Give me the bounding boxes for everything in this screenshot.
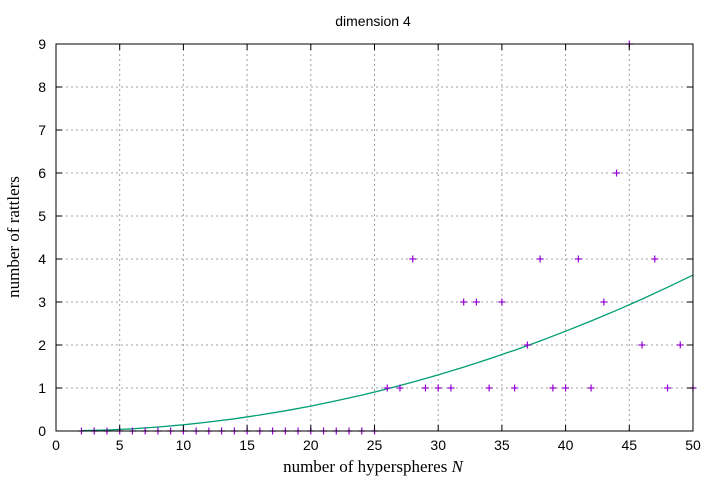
data-point xyxy=(498,298,506,306)
y-tick-label: 0 xyxy=(38,423,46,439)
x-tick-labels: 0 5 10 15 20 25 30 35 40 45 50 xyxy=(52,437,701,453)
data-point xyxy=(485,384,493,392)
x-tick-label: 45 xyxy=(622,437,638,453)
data-point xyxy=(523,341,531,349)
data-point xyxy=(472,298,480,306)
x-tick-label: 30 xyxy=(430,437,446,453)
data-point xyxy=(409,255,417,263)
data-point xyxy=(613,169,621,177)
plot-frame xyxy=(55,43,694,432)
y-axis-label: number of rattlers xyxy=(4,176,23,298)
y-tick-label: 3 xyxy=(38,294,46,310)
y-tick-label: 9 xyxy=(38,36,46,52)
chart-title: dimension 4 xyxy=(335,13,411,29)
data-point xyxy=(587,384,595,392)
y-tick-label: 7 xyxy=(38,122,46,138)
data-point xyxy=(536,255,544,263)
x-tick-label: 40 xyxy=(558,437,574,453)
data-point xyxy=(651,255,659,263)
y-tick-label: 1 xyxy=(38,380,46,396)
tick-layer xyxy=(55,43,694,432)
x-tick-label: 25 xyxy=(367,437,383,453)
data-point xyxy=(460,298,468,306)
x-tick-label: 35 xyxy=(494,437,510,453)
x-tick-label: 5 xyxy=(116,437,124,453)
x-tick-label: 15 xyxy=(239,437,255,453)
data-point xyxy=(638,341,646,349)
y-tick-label: 5 xyxy=(38,208,46,224)
data-point xyxy=(511,384,519,392)
x-axis-label-text: number of hyperspheres xyxy=(283,457,447,476)
data-point xyxy=(549,384,557,392)
data-point xyxy=(383,384,391,392)
grid-layer xyxy=(56,44,693,431)
x-tick-label: 20 xyxy=(303,437,319,453)
y-tick-label: 2 xyxy=(38,337,46,353)
data-point xyxy=(434,384,442,392)
x-axis-label-var: N xyxy=(451,457,465,476)
point-layer xyxy=(77,40,697,435)
data-point xyxy=(600,298,608,306)
fit-layer xyxy=(81,274,694,432)
y-tick-label: 6 xyxy=(38,165,46,181)
x-tick-label: 50 xyxy=(685,437,701,453)
data-point xyxy=(396,384,404,392)
x-tick-label: 0 xyxy=(52,437,60,453)
y-tick-labels: 0 1 2 3 4 5 6 7 8 9 xyxy=(38,36,46,439)
data-point xyxy=(664,384,672,392)
x-axis-label: number of hyperspheres N xyxy=(283,457,465,476)
data-point xyxy=(562,384,570,392)
data-point xyxy=(574,255,582,263)
data-point xyxy=(421,384,429,392)
fit-curve xyxy=(81,274,694,432)
data-point xyxy=(447,384,455,392)
y-tick-label: 4 xyxy=(38,251,46,267)
data-point xyxy=(676,341,684,349)
x-tick-label: 10 xyxy=(176,437,192,453)
y-tick-label: 8 xyxy=(38,79,46,95)
